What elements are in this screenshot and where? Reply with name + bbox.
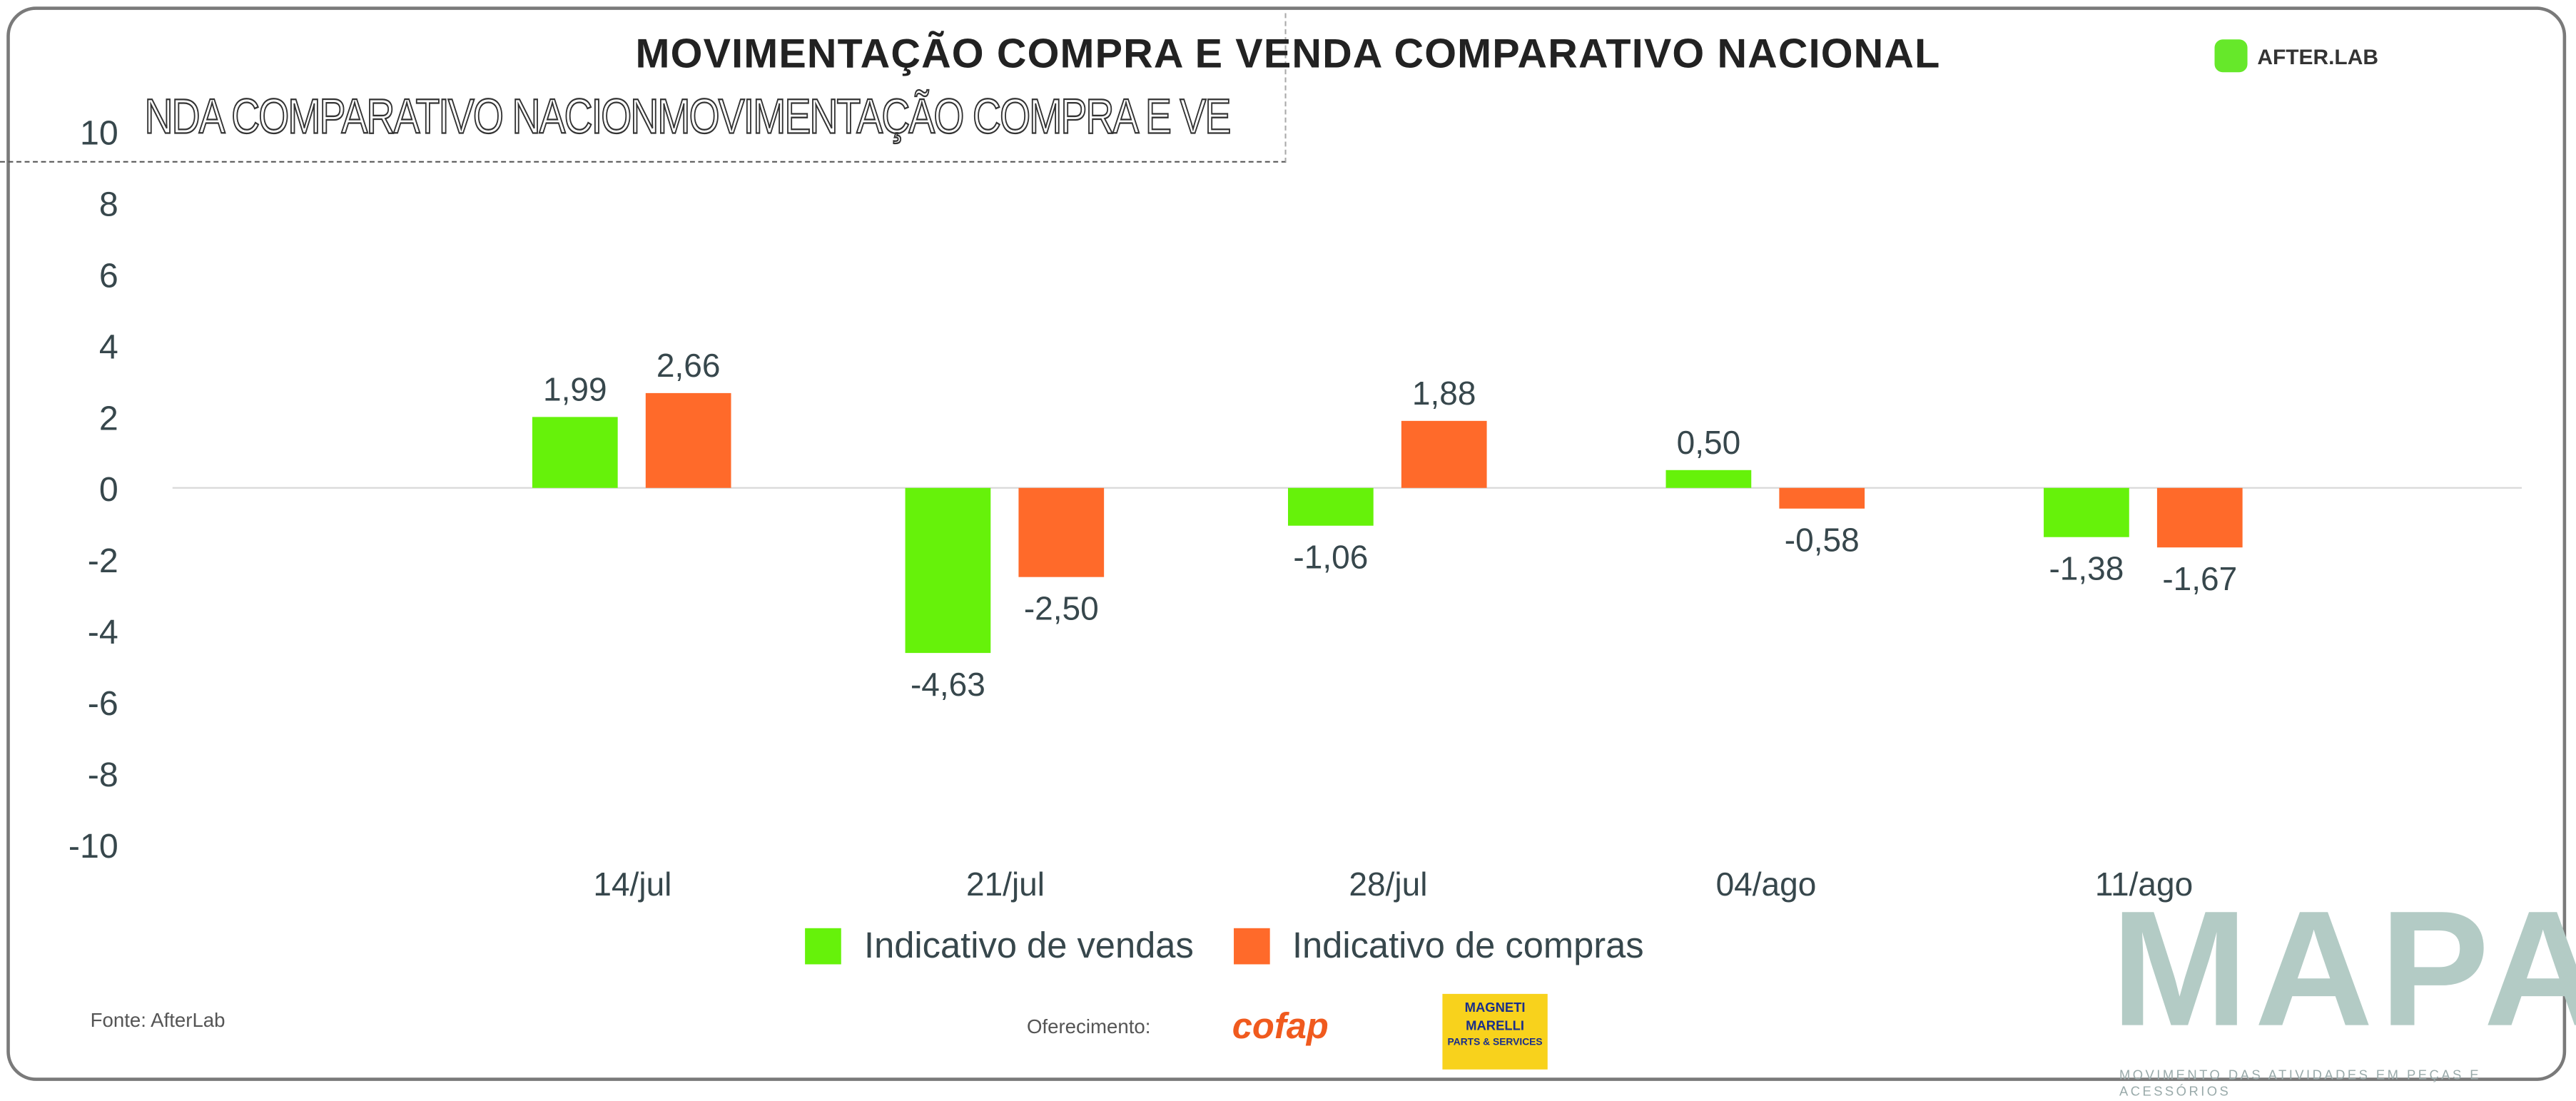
data-label: -0,58 [1785, 522, 1860, 559]
render-artifact-box [0, 13, 1287, 163]
y-tick-label: -6 [88, 684, 118, 723]
legend: Indicativo de vendas Indicativo de compr… [805, 925, 1683, 968]
y-tick-label: -8 [88, 756, 118, 794]
legend-swatch-vendas [805, 928, 841, 965]
card-frame [6, 6, 2567, 1081]
bar-vendas [905, 487, 991, 654]
mapa-logo: MAPA [2111, 877, 2576, 1062]
data-label: 2,66 [656, 347, 721, 384]
afterlab-logo-icon [2214, 39, 2248, 73]
x-tick-label: 28/jul [1349, 866, 1427, 903]
cofap-logo: cofap [1232, 1005, 1329, 1047]
y-tick-label: 10 [80, 114, 118, 153]
x-tick-label: 21/jul [966, 866, 1045, 903]
source-note: Fonte: AfterLab [90, 1008, 225, 1032]
marelli-line1: MAGNETI [1464, 1000, 1526, 1015]
bar-compras [1401, 420, 1487, 488]
marelli-line2: MARELLI [1466, 1018, 1525, 1034]
bar-vendas [2044, 487, 2129, 537]
data-label: -4,63 [911, 666, 985, 703]
data-label: 1,99 [543, 370, 607, 407]
bar-compras [645, 392, 731, 488]
data-label: -2,50 [1024, 590, 1099, 627]
y-tick-label: 0 [99, 470, 118, 509]
magneti-marelli-logo: MAGNETI MARELLI PARTS & SERVICES [1442, 993, 1548, 1070]
bar-compras [1779, 487, 1865, 509]
mapa-subtitle: MOVIMENTO DAS ATIVIDADES EM PEÇAS E ACES… [2119, 1067, 2482, 1100]
data-label: 0,50 [1677, 424, 1741, 461]
legend-label-vendas: Indicativo de vendas [864, 925, 1194, 966]
bar-compras [2156, 487, 2243, 548]
legend-label-compras: Indicativo de compras [1292, 925, 1644, 966]
x-tick-label: 14/jul [593, 866, 671, 903]
y-tick-label: 4 [99, 328, 118, 366]
legend-item-vendas: Indicativo de vendas [805, 925, 1194, 968]
bar-compras [1018, 487, 1105, 577]
data-label: -1,38 [2049, 550, 2124, 587]
data-label: -1,06 [1293, 539, 1368, 576]
data-label: 1,88 [1412, 375, 1476, 412]
y-tick-label: 8 [99, 186, 118, 224]
afterlab-logo-text: AFTER.LAB [2257, 44, 2378, 69]
y-tick-label: -10 [69, 827, 118, 866]
marelli-line3: PARTS & SERVICES [1447, 1038, 1543, 1048]
y-tick-label: 6 [99, 256, 118, 295]
bar-vendas [1665, 470, 1752, 488]
x-tick-label: 11/ago [2095, 866, 2193, 903]
glitched-title-artifact: NDA COMPARATIVO NACIONMOVIMENTAÇÃO COMPR… [144, 90, 1232, 145]
bar-vendas [1288, 487, 1374, 526]
offered-by-label: Oferecimento: [1026, 1015, 1151, 1039]
afterlab-logo: AFTER.LAB [2214, 39, 2378, 73]
chart-title: MOVIMENTAÇÃO COMPRA E VENDA COMPARATIVO … [635, 31, 1941, 78]
x-tick-label: 04/ago [1716, 866, 1817, 903]
legend-swatch-compras [1233, 928, 1269, 965]
y-tick-label: -4 [88, 613, 118, 651]
y-tick-label: -2 [88, 542, 118, 580]
bar-vendas [532, 417, 618, 488]
y-tick-label: 2 [99, 399, 118, 437]
legend-item-compras: Indicativo de compras [1233, 925, 1644, 968]
data-label: -1,67 [2162, 560, 2237, 597]
